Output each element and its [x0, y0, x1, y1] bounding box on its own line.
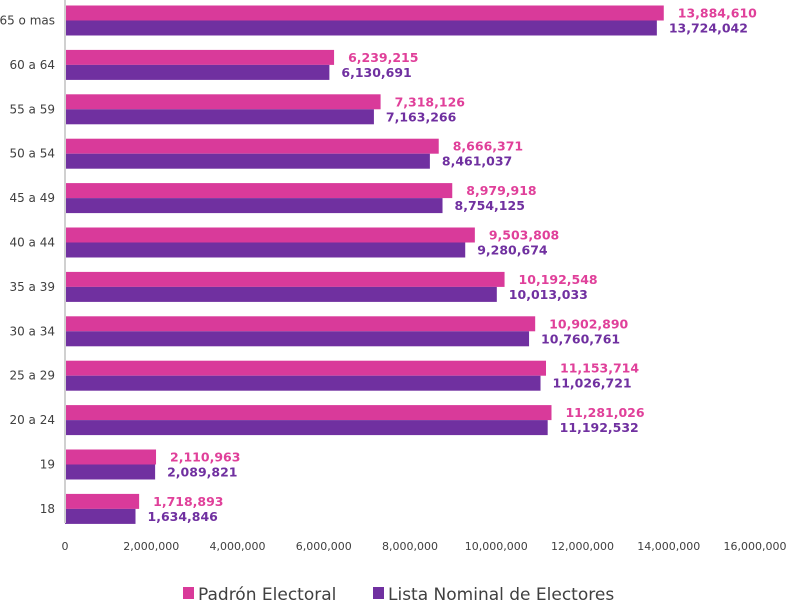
data-label: 11,153,714: [560, 361, 639, 376]
legend-label-lista: Lista Nominal de Electores: [388, 585, 614, 605]
bar-lista: [65, 109, 374, 125]
data-label: 1,718,893: [153, 494, 223, 509]
data-label: 10,760,761: [541, 331, 620, 346]
data-label: 9,503,808: [489, 228, 559, 243]
bar-padron: [65, 360, 547, 376]
bar-padron: [65, 5, 664, 21]
bar-lista: [65, 375, 541, 391]
data-label: 11,026,721: [553, 376, 632, 391]
x-tick-label: 10,000,000: [465, 540, 528, 553]
category-label: 18: [40, 502, 55, 516]
data-label: 11,281,026: [565, 405, 644, 420]
bar-lista: [65, 286, 497, 302]
data-label: 8,461,037: [442, 154, 512, 169]
bar-padron: [65, 405, 552, 421]
category-label: 55 a 59: [9, 102, 55, 116]
bar-padron: [65, 316, 536, 332]
data-label: 10,192,548: [519, 272, 598, 287]
bar-padron: [65, 271, 505, 287]
data-label: 2,089,821: [167, 465, 237, 480]
data-label: 8,666,371: [453, 139, 523, 154]
data-label: 13,724,042: [669, 21, 748, 36]
data-label: 1,634,846: [148, 509, 219, 524]
bar-padron: [65, 94, 381, 110]
bar-lista: [65, 20, 657, 36]
bar-padron: [65, 493, 140, 509]
x-tick-label: 4,000,000: [210, 540, 266, 553]
bar-padron: [65, 49, 335, 65]
category-label: 50 a 54: [9, 147, 55, 161]
x-tick-label: 6,000,000: [296, 540, 352, 553]
bar-lista: [65, 464, 156, 480]
bar-lista: [65, 508, 136, 524]
data-label: 10,013,033: [509, 287, 588, 302]
x-tick-label: 8,000,000: [382, 540, 438, 553]
bar-lista: [65, 153, 430, 169]
category-label: 35 a 39: [9, 280, 55, 294]
data-label: 8,754,125: [455, 198, 525, 213]
bar-lista: [65, 64, 330, 80]
category-label: 45 a 49: [9, 191, 55, 205]
category-label: 19: [40, 458, 55, 472]
x-tick-label: 12,000,000: [551, 540, 614, 553]
bar-padron: [65, 449, 157, 465]
legend-label-padron: Padrón Electoral: [198, 585, 336, 605]
bar-lista: [65, 420, 548, 436]
category-label: 30 a 34: [9, 324, 55, 338]
category-label: 40 a 44: [9, 236, 55, 250]
bar-lista: [65, 331, 530, 347]
x-tick-label: 0: [62, 540, 69, 553]
x-tick-label: 2,000,000: [123, 540, 179, 553]
x-tick-label: 16,000,000: [724, 540, 787, 553]
legend-swatch-padron: [183, 587, 194, 599]
data-label: 7,318,126: [395, 94, 466, 109]
x-tick-label: 14,000,000: [637, 540, 700, 553]
category-label: 25 a 29: [9, 369, 55, 383]
category-label: 20 a 24: [9, 413, 55, 427]
data-label: 2,110,963: [170, 450, 240, 465]
bar-padron: [65, 138, 439, 154]
bar-padron: [65, 183, 453, 199]
category-label: 65 o mas: [0, 14, 55, 28]
data-label: 8,979,918: [466, 183, 536, 198]
data-label: 6,239,215: [348, 50, 418, 65]
data-label: 10,902,890: [549, 316, 628, 331]
data-label: 13,884,610: [678, 6, 757, 21]
data-label: 9,280,674: [477, 243, 548, 258]
bar-lista: [65, 242, 466, 258]
legend-swatch-lista: [373, 587, 384, 599]
data-label: 11,192,532: [560, 420, 639, 435]
data-label: 6,130,691: [341, 65, 411, 80]
bar-padron: [65, 227, 475, 243]
bar-lista: [65, 198, 443, 214]
category-label: 60 a 64: [9, 58, 55, 72]
data-label: 7,163,266: [386, 109, 457, 124]
